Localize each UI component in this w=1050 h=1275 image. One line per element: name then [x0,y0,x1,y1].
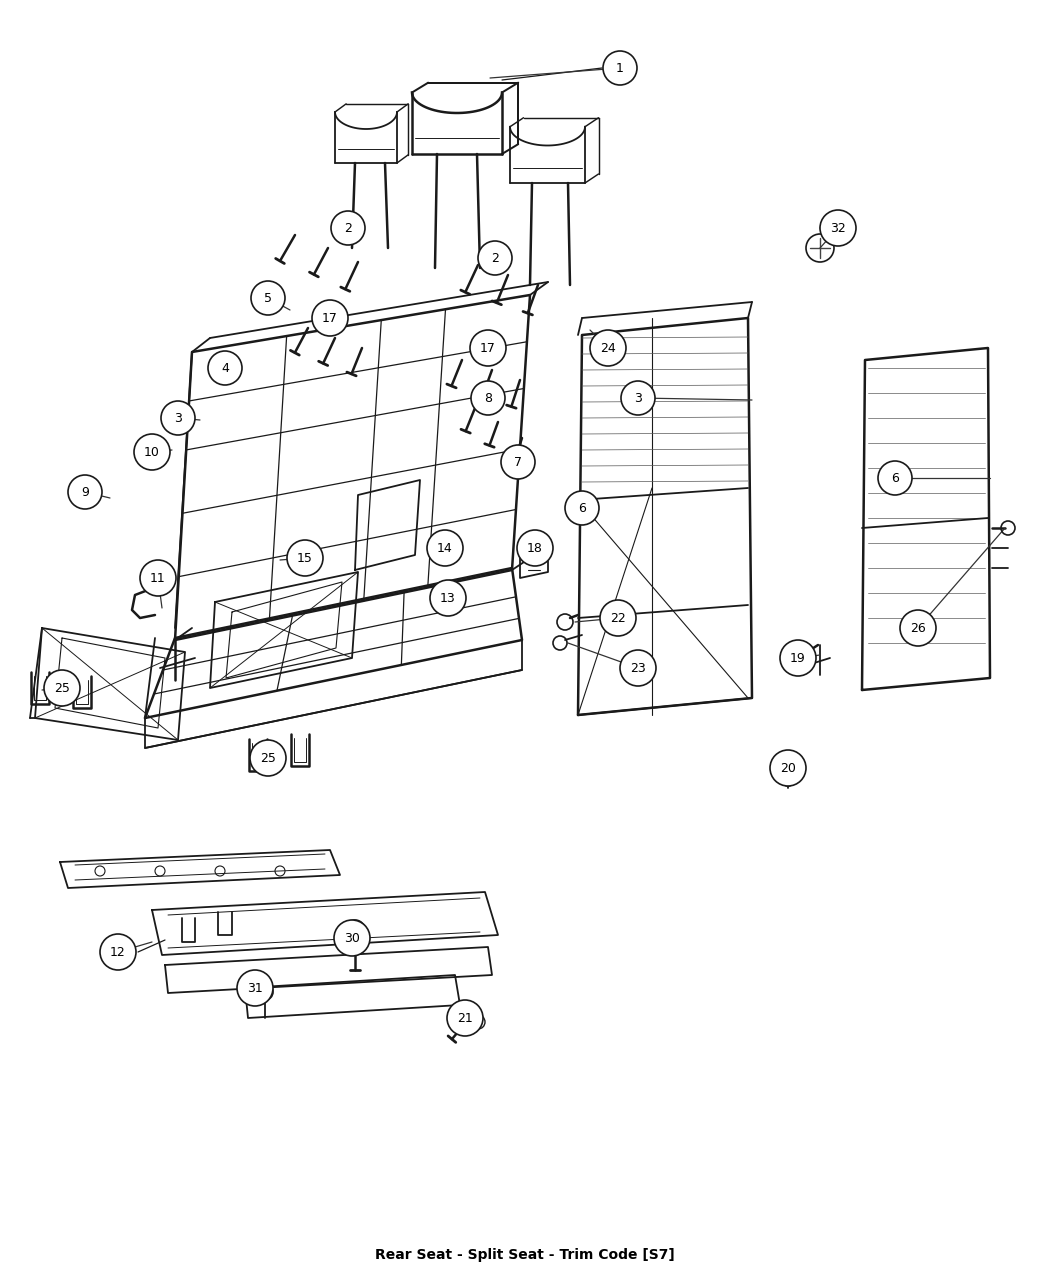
Circle shape [68,476,102,509]
Text: 8: 8 [484,391,492,404]
Text: Rear Seat - Split Seat - Trim Code [S7]: Rear Seat - Split Seat - Trim Code [S7] [375,1248,675,1262]
Circle shape [334,921,370,956]
Text: 17: 17 [480,342,496,354]
Text: 14: 14 [437,542,453,555]
Circle shape [427,530,463,566]
Circle shape [447,1000,483,1037]
Circle shape [251,280,285,315]
Text: 5: 5 [264,292,272,305]
Circle shape [430,580,466,616]
Circle shape [250,740,286,776]
Text: 32: 32 [831,222,846,235]
Text: 31: 31 [247,982,262,994]
Circle shape [478,241,512,275]
Circle shape [820,210,856,246]
Text: 15: 15 [297,552,313,565]
Text: 11: 11 [150,571,166,584]
Text: 2: 2 [491,251,499,264]
Text: 26: 26 [910,621,926,635]
Text: 3: 3 [174,412,182,425]
Text: 12: 12 [110,946,126,959]
Circle shape [565,491,598,525]
Text: 6: 6 [579,501,586,515]
Circle shape [161,402,195,435]
Circle shape [331,210,365,245]
Text: 9: 9 [81,486,89,499]
Circle shape [287,541,323,576]
Text: 10: 10 [144,445,160,459]
Circle shape [620,650,656,686]
Text: 30: 30 [344,932,360,945]
Text: 24: 24 [601,342,616,354]
Circle shape [208,351,242,385]
Circle shape [517,530,553,566]
Circle shape [471,381,505,414]
Text: 3: 3 [634,391,642,404]
Circle shape [100,935,136,970]
Text: 6: 6 [891,472,899,484]
Text: 20: 20 [780,761,796,774]
Circle shape [600,601,636,636]
Text: 18: 18 [527,542,543,555]
Text: 25: 25 [54,682,70,695]
Text: 25: 25 [260,751,276,765]
Circle shape [44,669,80,706]
Text: 1: 1 [616,61,624,74]
Circle shape [134,434,170,470]
Text: 4: 4 [222,362,229,375]
Text: 23: 23 [630,662,646,674]
Text: 13: 13 [440,592,456,604]
Text: 21: 21 [457,1011,472,1025]
Circle shape [590,330,626,366]
Circle shape [603,51,637,85]
Text: 2: 2 [344,222,352,235]
Circle shape [900,609,936,646]
Circle shape [501,445,536,479]
Text: 17: 17 [322,311,338,325]
Circle shape [140,560,176,595]
Circle shape [470,330,506,366]
Circle shape [878,462,912,495]
Circle shape [312,300,348,337]
Text: 7: 7 [514,455,522,468]
Circle shape [780,640,816,676]
Circle shape [621,381,655,414]
Text: 19: 19 [790,652,806,664]
Circle shape [237,970,273,1006]
Circle shape [770,750,806,785]
Text: 22: 22 [610,612,626,625]
